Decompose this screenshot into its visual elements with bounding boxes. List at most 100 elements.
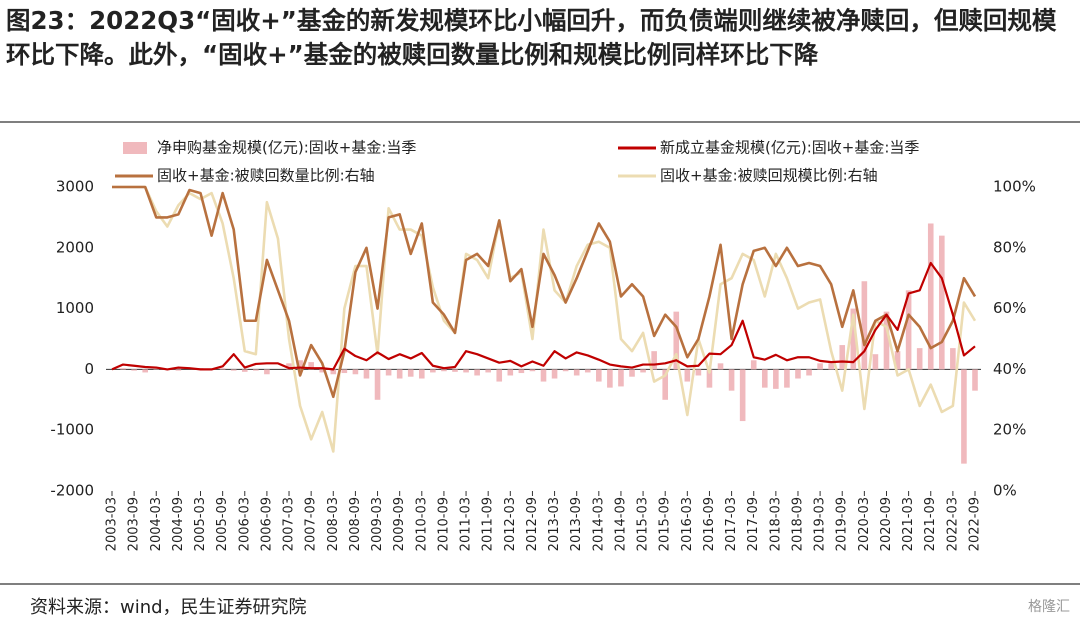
bar <box>175 369 182 371</box>
y-tick-label: 1000 <box>56 299 94 317</box>
bar <box>463 369 469 373</box>
x-tick-label: 2014-03 <box>591 497 606 551</box>
legend-label: 固收+基金:被赎回规模比例:右轴 <box>660 167 878 185</box>
bar <box>761 369 768 388</box>
bar <box>153 368 160 370</box>
bar <box>607 369 613 388</box>
legend-swatch <box>123 142 147 154</box>
y-tick-label: -2000 <box>50 482 94 500</box>
x-tick-label: 2014-09 <box>613 497 628 551</box>
bar <box>961 369 967 464</box>
x-tick-label: 2020-03 <box>857 497 872 551</box>
bar <box>651 351 657 370</box>
bar <box>872 354 879 370</box>
bar <box>452 369 458 372</box>
bar <box>894 351 901 370</box>
x-tick-label: 2006-03 <box>237 497 252 551</box>
bar <box>286 363 292 370</box>
bar <box>684 369 691 382</box>
bar <box>219 368 226 370</box>
bar <box>950 348 956 370</box>
bar <box>131 369 137 371</box>
x-tick-label: 2013-03 <box>547 497 562 551</box>
source: 资料来源：wind，民生证券研究院 <box>30 597 307 618</box>
x-tick-label: 2007-09 <box>304 497 319 551</box>
x-tick-label: 2018-03 <box>768 497 783 551</box>
bar <box>717 363 724 370</box>
y2-tick-label: 0% <box>993 482 1017 500</box>
bar <box>374 369 381 400</box>
x-tick-label: 2016-03 <box>680 497 695 551</box>
y-tick-label: 0 <box>84 360 94 378</box>
x-tick-label: 2005-03 <box>193 497 208 551</box>
chart-title: 图23：2022Q3“固收+”基金的新发规模环比小幅回升，而负债端则继续被净赎回… <box>6 6 1057 69</box>
x-tick-label: 2021-09 <box>923 497 938 551</box>
bar <box>120 368 126 370</box>
bar <box>662 369 669 400</box>
bar <box>253 369 259 371</box>
bar <box>407 369 414 377</box>
x-tick-label: 2012-03 <box>503 497 518 551</box>
bar <box>297 360 303 370</box>
bar <box>618 369 624 387</box>
x-tick-label: 2008-03 <box>326 497 341 551</box>
bar <box>485 369 491 373</box>
bar <box>784 369 790 388</box>
bar <box>142 369 148 373</box>
line <box>112 185 977 453</box>
bar <box>883 311 890 370</box>
bar <box>850 308 857 370</box>
x-tick-label: 2003-09 <box>127 497 142 551</box>
bar <box>739 369 746 422</box>
x-tick-label: 2018-09 <box>790 497 805 551</box>
x-tick-label: 2004-03 <box>149 497 164 551</box>
x-tick-label: 2012-09 <box>525 497 540 551</box>
x-tick-label: 2006-09 <box>259 497 274 551</box>
bar <box>939 235 945 370</box>
bar <box>308 362 314 370</box>
x-tick-label: 2005-09 <box>215 497 230 551</box>
x-tick-label: 2016-09 <box>702 497 717 551</box>
bar <box>972 369 978 391</box>
bar <box>673 311 680 370</box>
x-tick-label: 2011-03 <box>459 497 474 551</box>
bar <box>927 223 934 370</box>
y-tick-label: 2000 <box>56 238 94 256</box>
bar <box>507 369 514 376</box>
bar <box>352 369 359 375</box>
y2-tick-label: 40% <box>993 360 1026 378</box>
bar <box>695 369 702 376</box>
bar <box>817 363 823 370</box>
bar <box>441 369 447 372</box>
x-tick-label: 2007-03 <box>282 497 297 551</box>
bar <box>474 369 480 376</box>
bar <box>518 369 525 374</box>
bar <box>540 369 547 382</box>
x-tick-label: 2003-03 <box>105 497 120 551</box>
bar <box>828 363 834 370</box>
x-tick-label: 2010-09 <box>436 497 451 551</box>
x-tick-label: 2013-09 <box>569 497 584 551</box>
bar <box>241 369 248 372</box>
x-tick-label: 2015-09 <box>658 497 673 551</box>
x-tick-label: 2017-09 <box>746 497 761 551</box>
bar <box>562 369 569 372</box>
x-tick-label: 2011-09 <box>481 497 496 551</box>
legend-label: 新成立基金规模(亿元):固收+基金:当季 <box>660 139 919 157</box>
y2-tick-label: 20% <box>993 421 1026 439</box>
bar <box>861 281 868 370</box>
x-tick-label: 2019-03 <box>813 497 828 551</box>
bar <box>773 369 779 389</box>
x-tick-label: 2017-03 <box>724 497 739 551</box>
bar <box>529 369 536 372</box>
bar <box>341 369 348 374</box>
bar <box>750 360 757 370</box>
y-tick-label: -1000 <box>50 421 94 439</box>
bar <box>596 369 602 382</box>
line <box>111 261 976 371</box>
x-tick-label: 2015-03 <box>636 497 651 551</box>
y2-tick-label: 100% <box>993 178 1036 196</box>
bar <box>385 369 392 376</box>
